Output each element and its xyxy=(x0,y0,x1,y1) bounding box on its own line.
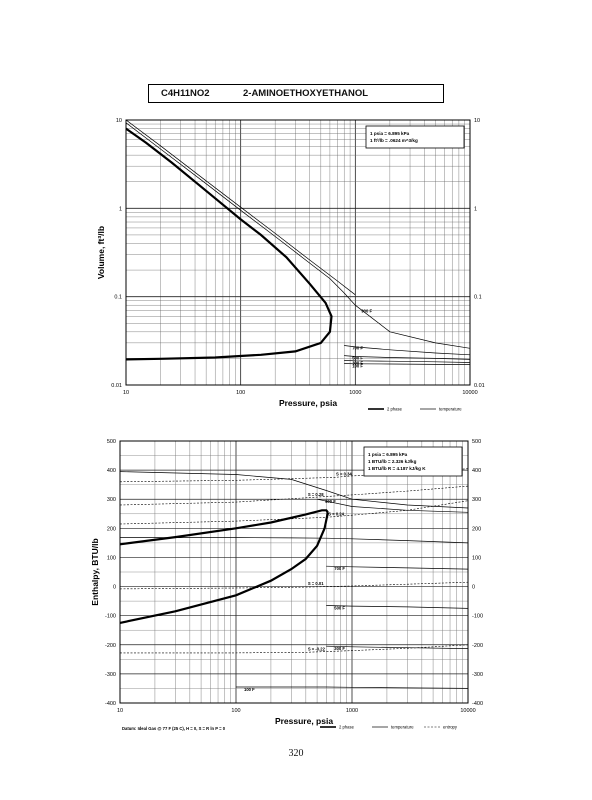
volume-y-tick-label-right: 0.1 xyxy=(474,295,482,301)
volume-series-line-temperature xyxy=(344,355,471,360)
enthalpy-curve-label: 700 F xyxy=(334,566,345,571)
enthalpy-y-tick-label-right: -100 xyxy=(472,614,483,620)
enthalpy-series-line-2-phase xyxy=(119,509,329,546)
enthalpy-series-line-temperature xyxy=(236,686,469,689)
enthalpy-series-line-entropy xyxy=(119,485,469,506)
enthalpy-conversion-text: 1 psia = 6.895 kPa xyxy=(368,452,408,457)
enthalpy-y-tick-label: -100 xyxy=(105,614,116,620)
volume-x-tick-label: 1000 xyxy=(349,390,361,396)
enthalpy-y-tick-label-right: 300 xyxy=(472,497,481,503)
enthalpy-curve-label: 900 F xyxy=(325,499,336,504)
enthalpy-series-line-temperature xyxy=(317,498,469,513)
volume-y-tick-label: 0.01 xyxy=(111,383,122,389)
enthalpy-y-tick-label-right: 400 xyxy=(472,468,481,474)
enthalpy-x-axis-title: Pressure, psia xyxy=(275,716,333,726)
enthalpy-y-tick-label-right: 0 xyxy=(472,585,475,591)
enthalpy-y-tick-label: -300 xyxy=(105,672,116,678)
chart-title-box: C4H11NO2 2-AMINOETHOXYETHANOL xyxy=(148,84,444,103)
enthalpy-curve-label: 500 F xyxy=(334,605,345,610)
enthalpy-y-tick-label: 500 xyxy=(107,439,116,445)
volume-conversion-text: 1 ft³/lb = .0624 m^3/kg xyxy=(370,138,418,143)
enthalpy-curve-label: 100 F xyxy=(244,687,255,692)
volume-series-line-temperature xyxy=(344,363,471,365)
enthalpy-legend-label: 2 phase xyxy=(339,725,355,730)
volume-series-line-2-phase xyxy=(125,127,333,361)
volume-plot-frame xyxy=(125,119,471,386)
enthalpy-conversion-text: 1 BTU/lb R = 4.187 kJ/kg K xyxy=(368,466,426,471)
enthalpy-y-tick-label: 400 xyxy=(107,468,116,474)
volume-curve-label: 100 F xyxy=(352,364,363,369)
enthalpy-curve-label: S = 0.34 xyxy=(336,471,352,476)
enthalpy-legend-label: temperature xyxy=(391,725,414,730)
enthalpy-y-tick-label-right: -200 xyxy=(472,643,483,649)
enthalpy-y-tick-label: 300 xyxy=(107,497,116,503)
volume-curve-label: 900 F xyxy=(361,308,372,313)
volume-y-axis-title: Volume, ft³/lb xyxy=(96,226,106,279)
volume-curve-label: 500 F xyxy=(352,356,363,361)
volume-legend-label: 2 phase xyxy=(387,407,403,412)
volume-series-line-temperature xyxy=(344,360,471,363)
enthalpy-y-tick-label: -200 xyxy=(105,643,116,649)
enthalpy-series-line-temperature xyxy=(326,605,469,609)
volume-curve-label: 700 F xyxy=(352,346,363,351)
enthalpy-y-tick-label-right: 500 xyxy=(472,439,481,445)
enthalpy-y-tick-label: 200 xyxy=(107,526,116,532)
enthalpy-plot-frame xyxy=(119,440,469,704)
volume-conversion-box xyxy=(365,125,465,149)
volume-y-tick-label: 10 xyxy=(116,118,122,124)
volume-x-tick-label: 10000 xyxy=(462,390,477,396)
chemical-name: 2-AMINOETHOXYETHANOL xyxy=(243,88,369,99)
enthalpy-conversion-box xyxy=(363,446,463,477)
enthalpy-x-tick-label: 10 xyxy=(117,708,123,714)
volume-conversion-text: 1 psia = 6.895 kPa xyxy=(370,131,410,136)
volume-x-tick-label: 100 xyxy=(236,390,245,396)
enthalpy-x-tick-label: 1000 xyxy=(346,708,358,714)
volume-series-line-temperature xyxy=(125,122,471,349)
enthalpy-series-line-temperature xyxy=(119,471,469,509)
enthalpy-series-line-temperature xyxy=(326,565,469,570)
volume-y-tick-label-right: 1 xyxy=(474,206,477,212)
enthalpy-legend-label: entropy xyxy=(443,725,458,730)
enthalpy-curve-label: S = -0.22 xyxy=(308,646,326,651)
enthalpy-curve-label: S = 0.24 xyxy=(328,511,344,516)
enthalpy-x-tick-label: 10000 xyxy=(460,708,475,714)
enthalpy-y-tick-label-right: -300 xyxy=(472,672,483,678)
enthalpy-curve-label: 300 F xyxy=(334,646,345,651)
enthalpy-y-tick-label-right: 100 xyxy=(472,555,481,561)
enthalpy-y-tick-label-right: 200 xyxy=(472,526,481,532)
enthalpy-y-axis-title: Enthalpy, BTU/lb xyxy=(90,538,100,605)
volume-series-line-temperature xyxy=(344,345,471,356)
enthalpy-curve-label: S = 0.01 xyxy=(308,581,324,586)
enthalpy-series-line-entropy xyxy=(120,644,469,654)
volume-x-tick-label: 10 xyxy=(123,390,129,396)
volume-y-tick-label: 1 xyxy=(119,206,122,212)
page-number: 320 xyxy=(288,748,304,759)
enthalpy-curve-label: S = 0.28 xyxy=(308,492,324,497)
volume-series-line-temperature xyxy=(125,119,356,296)
footer-datum-text: Datum: Ideal Gas @ 77 F (25 C), H = 0, S… xyxy=(122,726,226,731)
enthalpy-y-tick-label: -400 xyxy=(105,701,116,707)
volume-x-axis-title: Pressure, psia xyxy=(279,398,337,408)
enthalpy-series-line-temperature xyxy=(326,645,469,649)
enthalpy-y-tick-label: 100 xyxy=(107,555,116,561)
volume-y-tick-label-right: 10 xyxy=(474,118,480,124)
volume-legend-label: temperature xyxy=(439,407,462,412)
enthalpy-series-line-temperature xyxy=(120,537,469,544)
enthalpy-y-tick-label-right: -400 xyxy=(472,701,483,707)
volume-y-tick-label: 0.1 xyxy=(114,295,122,301)
enthalpy-series-line-entropy xyxy=(119,581,469,590)
volume-curve-label: 300 F xyxy=(352,360,363,365)
chemical-formula: C4H11NO2 xyxy=(161,88,210,99)
enthalpy-x-tick-label: 100 xyxy=(231,708,240,714)
volume-y-tick-label-right: 0.01 xyxy=(474,383,485,389)
enthalpy-conversion-text: 1 BTU/lb = 2.326 kJ/kg xyxy=(368,459,417,464)
enthalpy-series-line-entropy xyxy=(119,500,469,525)
enthalpy-y-tick-label: 0 xyxy=(113,585,116,591)
enthalpy-series-line-2-phase xyxy=(119,512,329,624)
